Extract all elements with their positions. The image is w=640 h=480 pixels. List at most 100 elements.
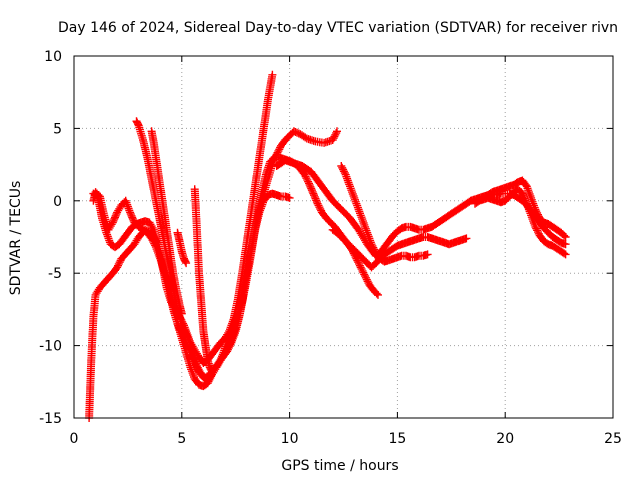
series-trace-e [147, 127, 186, 318]
data-point [379, 257, 382, 260]
data-point [183, 257, 185, 260]
data-point [222, 356, 224, 359]
data-point [155, 156, 157, 159]
x-tick-label: 0 [70, 431, 79, 447]
data-point [439, 220, 442, 222]
data-point [388, 259, 390, 262]
data-point [200, 373, 202, 376]
y-axis-label: SDTVAR / TECUs [8, 181, 24, 296]
data-point [206, 359, 209, 361]
axis-ticks: 0 5 10 15 20 25 -15 -10 -5 0 5 10 [39, 49, 622, 447]
data-point [142, 229, 144, 231]
data-point [176, 294, 179, 296]
data-point [508, 185, 511, 188]
data-point [273, 156, 276, 159]
data-point [426, 253, 429, 256]
data-point [400, 227, 403, 230]
data-point [163, 214, 166, 217]
data-point [543, 240, 545, 243]
data-point [474, 202, 476, 205]
data-point [129, 211, 131, 214]
data-point [112, 221, 114, 224]
data-point [344, 213, 347, 215]
data-point [534, 226, 537, 228]
data-point [418, 255, 420, 257]
data-point [153, 142, 155, 144]
data-point [183, 324, 185, 327]
data-point [422, 229, 425, 231]
data-point [262, 127, 265, 130]
data-point [258, 156, 261, 159]
data-point [336, 231, 338, 234]
data-point [513, 191, 515, 193]
data-point [383, 246, 386, 248]
data-point [237, 298, 239, 301]
data-point [161, 265, 164, 267]
data-point [114, 246, 116, 248]
data-point [422, 255, 425, 257]
data-point [174, 284, 177, 286]
data-point [319, 182, 321, 185]
data-point [457, 240, 459, 243]
data-point [198, 383, 200, 386]
data-point [409, 256, 412, 259]
data-point [452, 242, 455, 244]
data-point [409, 226, 412, 228]
data-point [405, 242, 407, 244]
data-point [92, 315, 95, 318]
data-point [92, 200, 95, 202]
data-point [526, 185, 528, 188]
data-point [340, 165, 343, 167]
data-point [284, 195, 287, 198]
y-tick-label: -10 [39, 339, 62, 355]
data-point [344, 240, 347, 243]
data-point [366, 262, 369, 264]
data-point [122, 237, 125, 240]
data-point [116, 266, 118, 269]
data-point [92, 192, 95, 195]
data-point [543, 227, 545, 230]
data-point [413, 227, 416, 230]
data-point [150, 130, 153, 133]
data-point [94, 294, 97, 296]
data-point [556, 247, 558, 250]
data-point [228, 330, 230, 332]
data-point [299, 133, 302, 135]
data-point [517, 188, 519, 190]
data-point [349, 244, 351, 247]
data-point [435, 223, 438, 225]
data-point [245, 243, 248, 245]
data-point [362, 257, 364, 260]
data-point [96, 195, 99, 198]
data-point [187, 336, 190, 338]
data-point [135, 120, 138, 122]
data-point [271, 74, 274, 76]
data-point [193, 378, 196, 380]
data-point [551, 226, 554, 228]
data-point [314, 176, 317, 179]
data-point [198, 272, 200, 275]
data-point [269, 160, 272, 163]
data-point [564, 253, 567, 256]
data-point [556, 229, 558, 231]
data-point [118, 243, 121, 245]
data-point [564, 236, 567, 238]
data-point [357, 208, 360, 211]
data-point [306, 168, 308, 170]
data-point [405, 255, 407, 257]
data-point [195, 207, 197, 209]
data-point [219, 341, 222, 344]
data-point [357, 229, 360, 231]
data-point [224, 337, 226, 340]
data-point [191, 350, 194, 353]
plot-frame [73, 55, 614, 419]
data-point [336, 130, 338, 133]
data-point [308, 182, 310, 185]
grid-lines [74, 56, 613, 418]
data-point [336, 204, 338, 206]
data-point [349, 185, 351, 188]
data-point [288, 160, 291, 163]
data-point [331, 229, 334, 231]
data-point [234, 330, 237, 332]
